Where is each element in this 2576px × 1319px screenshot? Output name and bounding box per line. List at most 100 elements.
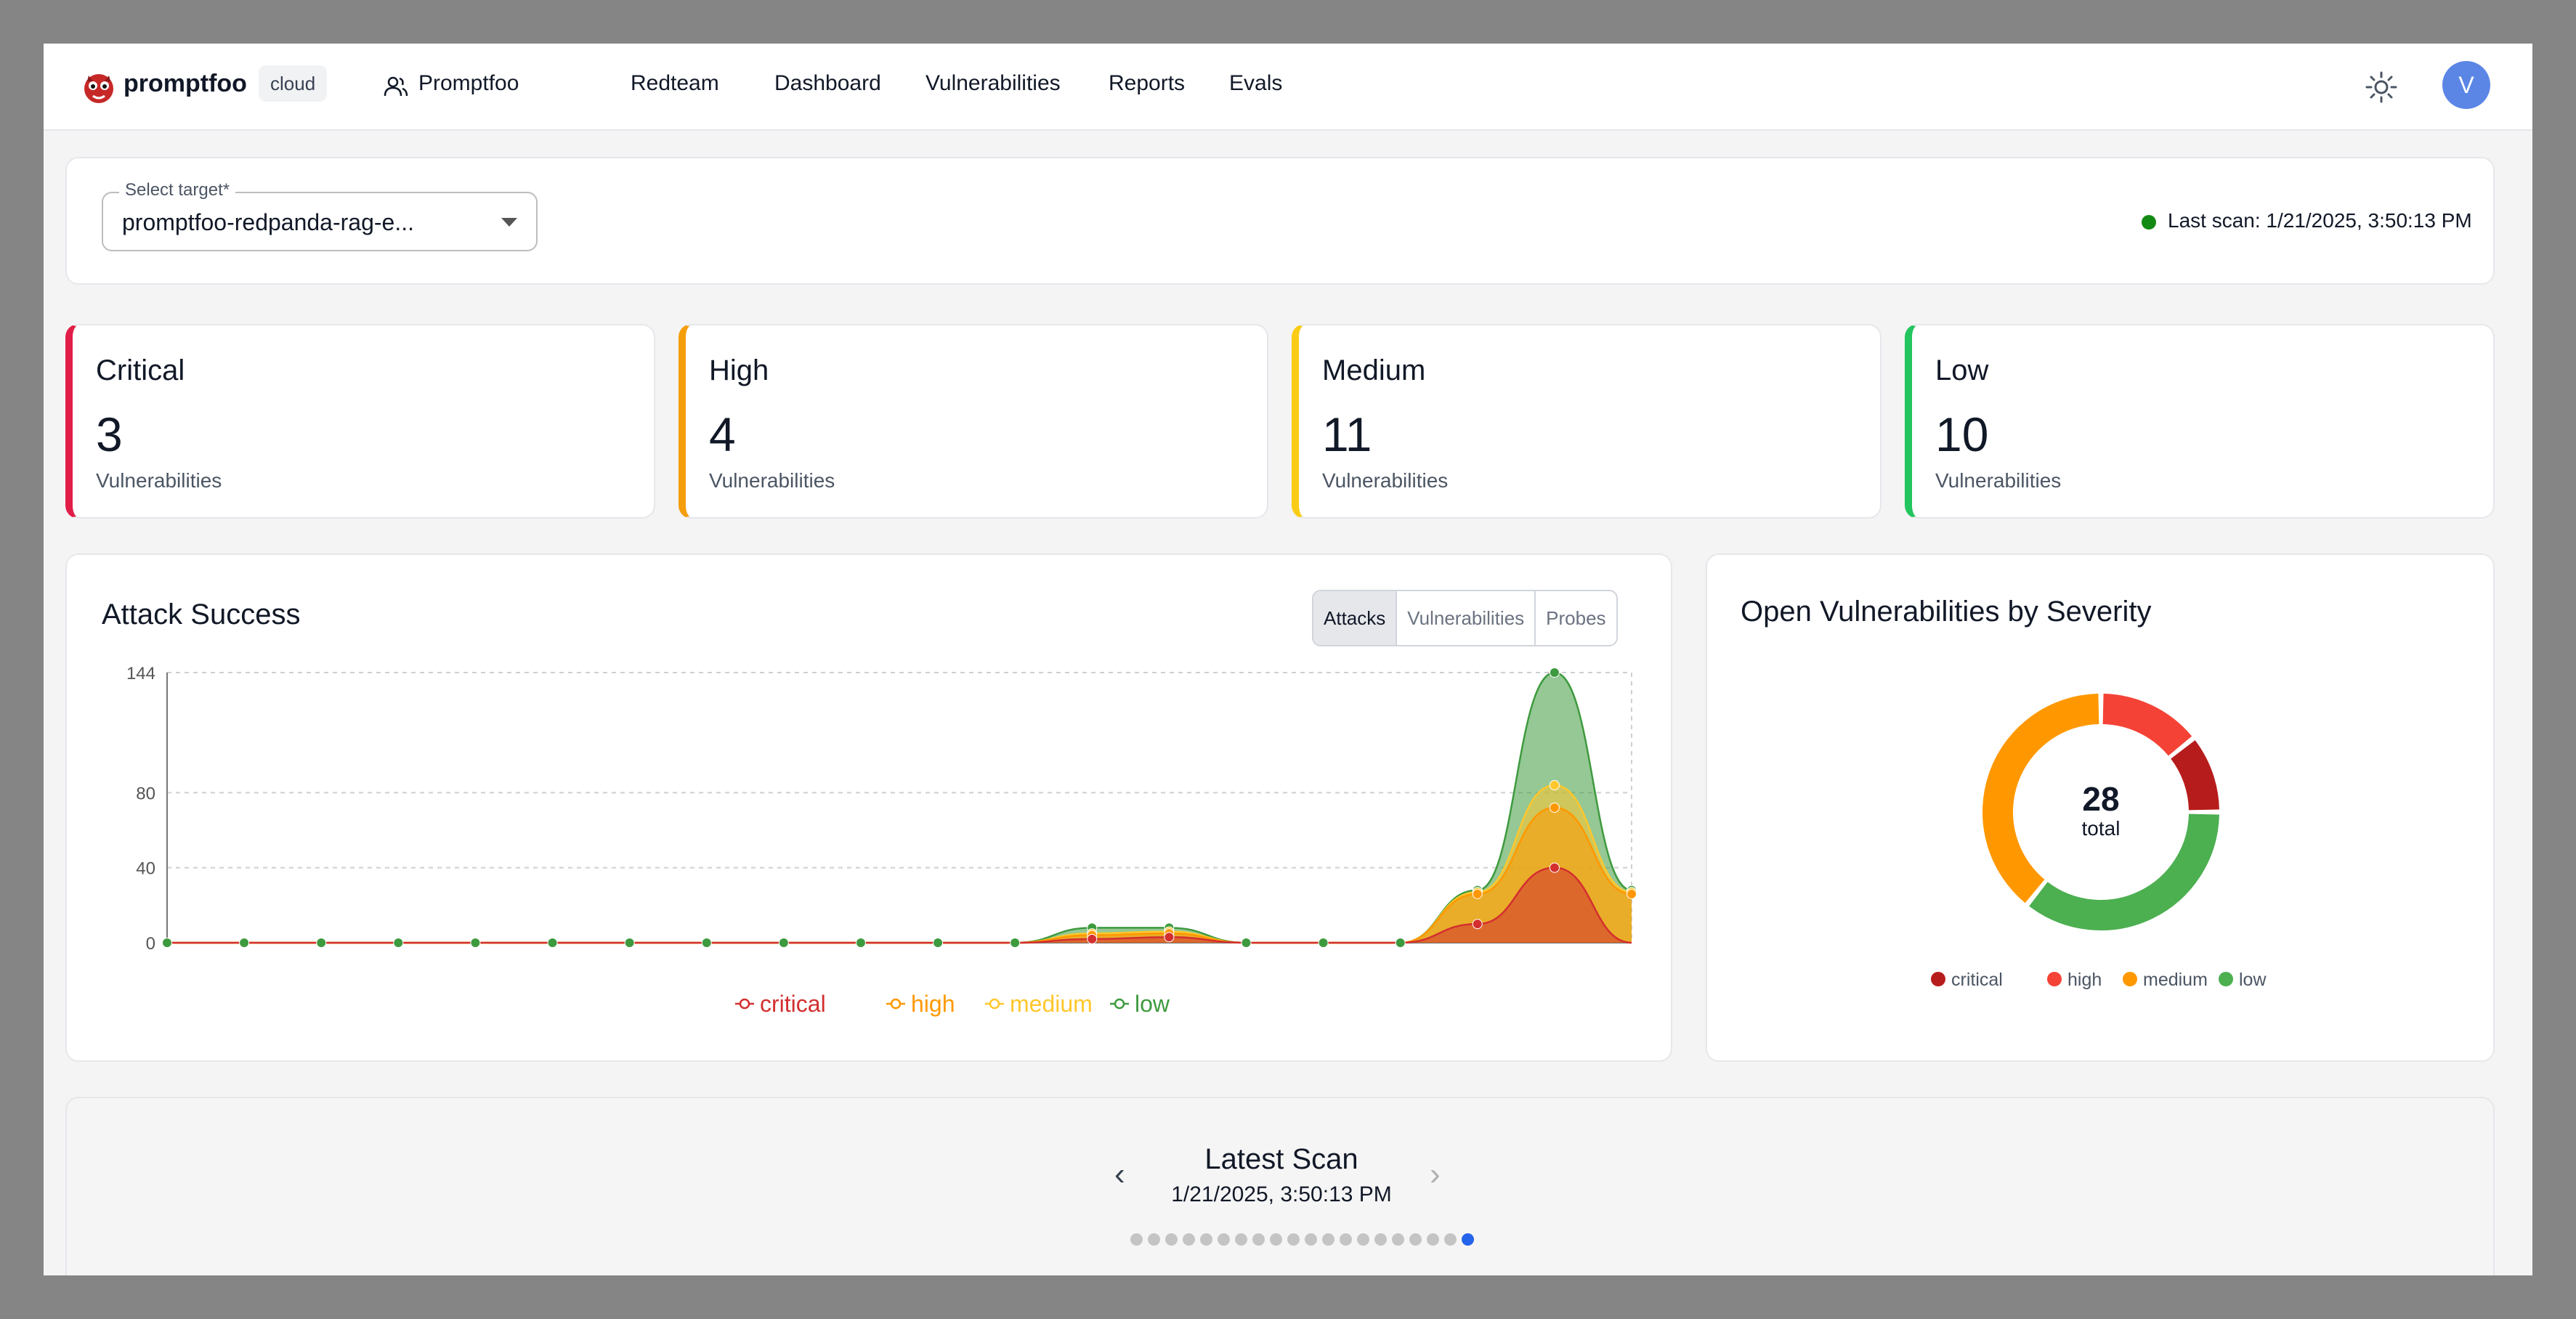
point-low[interactable] [778,938,789,948]
point-low[interactable] [162,938,172,948]
nav-redteam[interactable]: Redteam [631,71,719,95]
pagination-dot[interactable] [1322,1233,1334,1246]
legend-label-low[interactable]: low [2239,970,2267,990]
attack-success-chart: 0 40 80 144 critical high medium low [126,664,1637,1017]
point-low[interactable] [470,938,481,948]
point-low[interactable] [393,938,404,948]
y-tick-label: 144 [126,664,155,683]
pagination-dot[interactable] [1427,1233,1439,1246]
target-select[interactable]: Select target* promptfoo-redpanda-rag-e.… [102,180,538,251]
org-selector[interactable]: Promptfoo [418,71,519,95]
point-low[interactable] [547,938,558,948]
promptfoo-logo-icon[interactable] [78,67,119,107]
severity-card-critical[interactable]: Critical 3 Vulnerabilities [65,324,655,519]
severity-count: 10 [1935,407,1989,461]
point-critical[interactable] [1164,932,1175,943]
point-low[interactable] [1010,938,1021,948]
pagination-dot[interactable] [1392,1233,1404,1246]
point-low[interactable] [933,938,944,948]
attack-success-title: Attack Success [102,598,301,630]
point-low[interactable] [239,938,250,948]
pagination-dot[interactable] [1218,1233,1230,1246]
y-tick-label: 0 [146,934,155,954]
point-critical[interactable] [1087,933,1098,944]
target-card: Select target* promptfoo-redpanda-rag-e.… [65,157,2495,285]
severity-subtitle: Vulnerabilities [709,469,835,492]
pagination-dot[interactable] [1235,1233,1247,1246]
donut-slice-low[interactable] [2029,813,2219,930]
nav-reports[interactable]: Reports [1109,71,1186,95]
point-low[interactable] [1395,938,1406,948]
severity-card-medium[interactable]: Medium 11 Vulnerabilities [1292,324,1882,519]
area-high [167,808,1632,943]
top-navigation-bar: promptfoo cloud Promptfoo Redteam Dashbo… [44,44,2532,131]
severity-subtitle: Vulnerabilities [1935,469,2062,492]
legend-label-high[interactable]: high [2067,970,2102,990]
point-high[interactable] [1472,888,1483,899]
donut-total-label: total [2082,817,2121,840]
severity-count: 4 [709,407,736,461]
people-icon [384,76,408,97]
pagination-dot[interactable] [1183,1233,1195,1246]
user-avatar[interactable]: V [2442,61,2490,109]
latest-scan-title: Latest Scan [1204,1143,1358,1175]
point-critical[interactable] [1549,862,1560,873]
point-low[interactable] [316,938,327,948]
legend-label-critical[interactable]: critical [760,991,826,1017]
donut-slice-critical[interactable] [2170,740,2219,811]
severity-card-high[interactable]: High 4 Vulnerabilities [679,324,1268,519]
point-high[interactable] [1549,803,1560,813]
chevron-right-icon[interactable]: › [1430,1156,1441,1192]
legend-dot-high [2047,972,2062,986]
legend-label-critical[interactable]: critical [1951,970,2003,990]
scan-pagination [1130,1233,1474,1248]
pagination-dot[interactable] [1148,1233,1160,1246]
point-medium[interactable] [1549,780,1560,790]
point-critical[interactable] [1472,919,1483,930]
brand-name[interactable]: promptfoo [123,70,247,97]
cloud-badge: cloud [259,65,328,102]
area-low [167,673,1632,943]
point-low[interactable] [1318,938,1329,948]
point-high[interactable] [1627,888,1637,899]
severity-subtitle: Vulnerabilities [96,469,222,492]
donut-title: Open Vulnerabilities by Severity [1741,596,2152,628]
chevron-left-icon[interactable]: ‹ [1114,1156,1125,1192]
point-low[interactable] [624,938,635,948]
target-select-label: Select target* [119,180,236,200]
pagination-dot[interactable] [1165,1233,1178,1246]
pagination-dot[interactable] [1270,1233,1282,1246]
donut-slice-high[interactable] [2102,694,2192,756]
pagination-dot[interactable] [1305,1233,1317,1246]
pagination-dot[interactable] [1252,1233,1265,1246]
legend-dot-low [2219,972,2233,986]
severity-card-low[interactable]: Low 10 Vulnerabilities [1905,324,2495,519]
sun-icon[interactable] [2364,70,2399,105]
pagination-dot[interactable] [1130,1233,1143,1246]
pagination-dot[interactable] [1200,1233,1212,1246]
legend-label-medium[interactable]: medium [1010,991,1093,1017]
pagination-dot[interactable] [1462,1233,1474,1246]
donut-slice-medium[interactable] [1982,694,2099,904]
pagination-dot[interactable] [1444,1233,1457,1246]
legend-label-high[interactable]: high [911,991,955,1017]
point-low[interactable] [701,938,712,948]
toggle-attacks[interactable]: Attacks [1313,591,1398,645]
pagination-dot[interactable] [1374,1233,1387,1246]
toggle-vulnerabilities[interactable]: Vulnerabilities [1397,591,1536,645]
nav-vulnerabilities[interactable]: Vulnerabilities [926,71,1061,95]
pagination-dot[interactable] [1409,1233,1422,1246]
y-tick-label: 40 [136,859,155,879]
nav-dashboard[interactable]: Dashboard [774,71,881,95]
pagination-dot[interactable] [1287,1233,1300,1246]
pagination-dot[interactable] [1357,1233,1369,1246]
point-low[interactable] [1241,938,1252,948]
point-low[interactable] [855,938,866,948]
nav-evals[interactable]: Evals [1229,71,1283,95]
pagination-dot[interactable] [1340,1233,1352,1246]
point-low[interactable] [1549,667,1560,678]
toggle-probes[interactable]: Probes [1546,607,1606,629]
legend-label-medium[interactable]: medium [2143,970,2208,990]
line-medium [166,784,1632,944]
legend-label-low[interactable]: low [1135,991,1170,1017]
